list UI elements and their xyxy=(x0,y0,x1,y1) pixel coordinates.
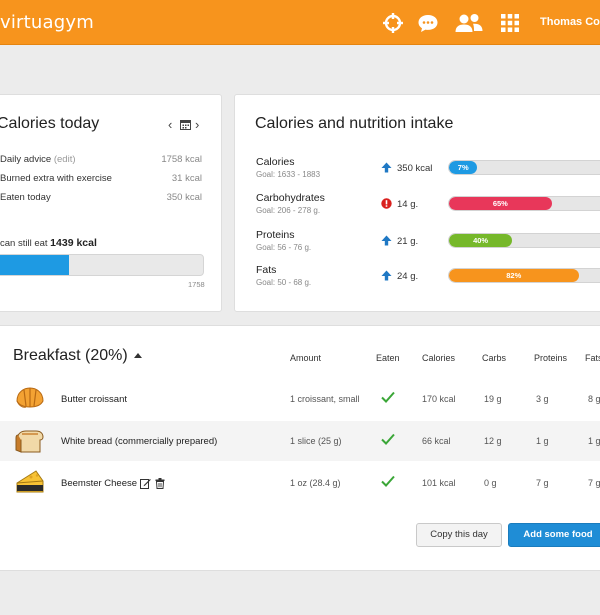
food-calories: 170 kcal xyxy=(422,394,456,404)
bread-icon xyxy=(15,430,44,453)
nutrient-progress-bar: 82% xyxy=(448,268,600,283)
food-amount[interactable]: 1 slice (25 g) xyxy=(290,436,342,446)
next-day-button[interactable]: › xyxy=(195,117,200,132)
daily-advice-value: 1758 kcal xyxy=(161,154,202,165)
breakfast-percent: (20%) xyxy=(85,347,128,364)
food-proteins: 3 g xyxy=(536,394,549,404)
edit-icon[interactable] xyxy=(140,478,151,489)
nutrient-progress-bar: 40% xyxy=(448,233,600,248)
calories-progress-bar xyxy=(0,254,204,276)
nutrient-progress-fill: 65% xyxy=(449,197,552,210)
edit-advice-link[interactable]: (edit) xyxy=(53,154,76,165)
food-fats: 1 g xyxy=(588,436,600,446)
calories-progress-max: 1758 xyxy=(188,280,205,289)
food-carbs: 19 g xyxy=(484,394,502,404)
app-logo[interactable]: virtuagym xyxy=(0,12,94,33)
column-header-carbs: Carbs xyxy=(482,353,507,363)
header-band xyxy=(0,46,600,94)
nutrient-amount: 24 g. xyxy=(397,271,419,282)
food-name[interactable]: White bread (commercially prepared) xyxy=(61,436,218,447)
food-carbs: 0 g xyxy=(484,478,497,488)
arrow-up-icon xyxy=(381,270,392,281)
chat-icon[interactable] xyxy=(417,12,439,34)
table-row[interactable]: White bread (commercially prepared) 1 sl… xyxy=(0,421,600,461)
table-row[interactable]: Beemster Cheese 1 oz (28.4 g) 101 kcal 0… xyxy=(0,463,600,503)
nutrient-name: Proteins xyxy=(256,229,295,241)
food-amount[interactable]: 1 croissant, small xyxy=(290,394,360,404)
food-name[interactable]: Butter croissant xyxy=(61,394,127,405)
still-eat-text: can still eat 1439 kcal xyxy=(0,237,97,249)
nutrient-goal: Goal: 50 - 68 g. xyxy=(256,278,312,287)
warning-icon xyxy=(381,198,392,209)
prev-day-button[interactable]: ‹ xyxy=(168,117,173,132)
nutrient-name: Carbohydrates xyxy=(256,192,325,204)
calories-progress-fill xyxy=(0,255,69,275)
food-name[interactable]: Beemster Cheese xyxy=(61,478,138,489)
trash-icon[interactable] xyxy=(155,478,165,489)
check-icon[interactable] xyxy=(381,391,395,403)
nutrition-title: Calories and nutrition intake xyxy=(255,115,454,132)
burned-extra-label: Burned extra with exercise xyxy=(0,173,112,184)
top-bar: virtuagym Thomas Colli xyxy=(0,0,600,45)
calories-today-title: Calories today xyxy=(0,115,100,132)
friends-icon[interactable] xyxy=(454,12,484,34)
food-proteins: 7 g xyxy=(536,478,549,488)
nutrient-goal: Goal: 1633 - 1883 xyxy=(256,170,321,179)
croissant-icon xyxy=(16,387,44,408)
check-icon[interactable] xyxy=(381,475,395,487)
crosshair-icon[interactable] xyxy=(382,12,404,34)
collapse-caret-icon[interactable] xyxy=(134,353,142,358)
eaten-today-value: 350 kcal xyxy=(166,192,202,203)
arrow-up-icon xyxy=(381,235,392,246)
nutrient-name: Calories xyxy=(256,156,295,168)
eaten-today-label: Eaten today xyxy=(0,192,51,203)
nutrient-progress-bar: 65% xyxy=(448,196,600,211)
apps-grid-icon[interactable] xyxy=(499,12,521,34)
nutrient-progress-fill: 82% xyxy=(449,269,579,282)
cheese-icon xyxy=(16,470,44,493)
nutrient-amount: 14 g. xyxy=(397,199,419,210)
burned-extra-value: 31 kcal xyxy=(171,173,202,184)
calendar-icon[interactable] xyxy=(180,119,191,130)
column-header-amount: Amount xyxy=(290,353,322,363)
nutrient-progress-fill: 7% xyxy=(449,161,478,174)
breakfast-title[interactable]: Breakfast (20%) xyxy=(13,347,128,364)
arrow-up-icon xyxy=(381,162,392,173)
still-eat-value: 1439 kcal xyxy=(50,237,97,249)
nutrient-amount: 21 g. xyxy=(397,236,419,247)
copy-day-button[interactable]: Copy this day xyxy=(416,523,502,547)
food-calories: 66 kcal xyxy=(422,436,451,446)
nutrient-goal: Goal: 206 - 278 g. xyxy=(256,206,321,215)
nutrient-progress-bar: 7% xyxy=(448,160,600,175)
food-carbs: 12 g xyxy=(484,436,502,446)
column-header-proteins: Proteins xyxy=(534,353,568,363)
food-proteins: 1 g xyxy=(536,436,549,446)
nutrient-amount: 350 kcal xyxy=(397,163,433,174)
add-food-button[interactable]: Add some food xyxy=(508,523,600,547)
column-header-eaten: Eaten xyxy=(376,353,400,363)
check-icon[interactable] xyxy=(381,433,395,445)
daily-advice-label: Daily advice (edit) xyxy=(0,154,76,165)
food-amount[interactable]: 1 oz (28.4 g) xyxy=(290,478,341,488)
nutrient-progress-fill: 40% xyxy=(449,234,513,247)
nutrient-goal: Goal: 56 - 76 g. xyxy=(256,243,312,252)
food-fats: 8 g xyxy=(588,394,600,404)
user-name[interactable]: Thomas Colli xyxy=(540,16,600,28)
food-fats: 7 g xyxy=(588,478,600,488)
food-calories: 101 kcal xyxy=(422,478,456,488)
table-row[interactable]: Butter croissant 1 croissant, small 170 … xyxy=(0,379,600,419)
nutrient-name: Fats xyxy=(256,264,277,276)
column-header-calories: Calories xyxy=(422,353,456,363)
column-header-fats: Fats xyxy=(585,353,600,363)
